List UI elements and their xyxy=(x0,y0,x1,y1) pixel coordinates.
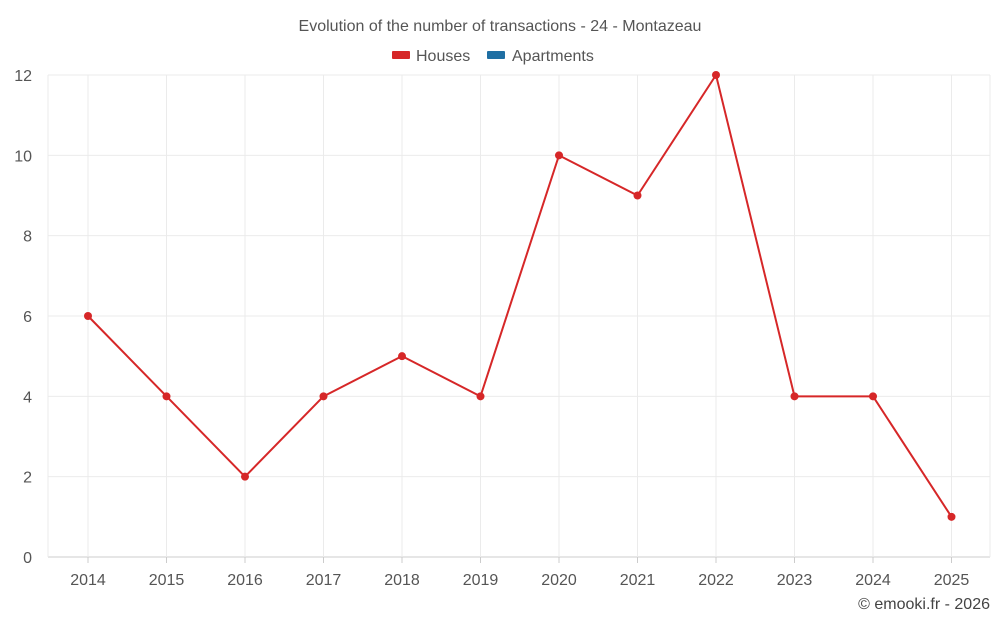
data-point-houses-2023[interactable] xyxy=(790,392,799,401)
x-tick-label: 2020 xyxy=(541,572,577,589)
x-tick-label: 2021 xyxy=(620,572,656,589)
x-tick-label: 2019 xyxy=(463,572,499,589)
chart-title: Evolution of the number of transactions … xyxy=(299,18,702,35)
x-tick-label: 2024 xyxy=(855,572,891,589)
data-point-houses-2021[interactable] xyxy=(633,191,642,200)
y-tick-label: 0 xyxy=(23,550,32,567)
x-tick-label: 2018 xyxy=(384,572,420,589)
legend-swatch-apartments xyxy=(487,51,505,59)
data-point-houses-2025[interactable] xyxy=(947,512,956,521)
x-tick-label: 2015 xyxy=(149,572,185,589)
data-point-houses-2015[interactable] xyxy=(162,392,171,401)
x-tick-label: 2016 xyxy=(227,572,263,589)
legend: Houses Apartments xyxy=(392,48,594,65)
x-tick-label: 2023 xyxy=(777,572,813,589)
data-point-houses-2024[interactable] xyxy=(869,392,877,401)
grid xyxy=(47,74,991,558)
legend-item-apartments[interactable]: Apartments xyxy=(487,48,594,65)
legend-item-houses[interactable]: Houses xyxy=(392,48,470,65)
y-tick-label: 12 xyxy=(14,68,32,85)
data-point-houses-2016[interactable] xyxy=(241,472,249,481)
x-axis: 2014 2015 2016 2017 2018 2019 2020 2021 2022 2023… xyxy=(70,557,969,589)
data-point-houses-2022[interactable] xyxy=(712,71,720,79)
data-point-houses-2014[interactable] xyxy=(84,312,92,320)
x-tick-label: 2017 xyxy=(306,572,342,589)
y-tick-label: 8 xyxy=(23,229,32,246)
y-tick-label: 2 xyxy=(23,470,32,487)
credit-text: © emooki.fr - 2026 xyxy=(858,596,990,613)
y-tick-label: 10 xyxy=(14,148,32,165)
x-tick-label: 2014 xyxy=(70,572,106,589)
data-point-houses-2019[interactable] xyxy=(476,392,485,401)
series-line-houses xyxy=(87,74,953,518)
plot-area xyxy=(84,71,956,521)
data-point-houses-2017[interactable] xyxy=(319,392,328,401)
x-tick-label: 2025 xyxy=(934,572,970,589)
legend-label-houses: Houses xyxy=(416,48,470,65)
data-point-houses-2020[interactable] xyxy=(555,151,563,160)
legend-label-apartments: Apartments xyxy=(512,48,594,65)
legend-swatch-houses xyxy=(392,51,410,59)
data-point-houses-2018[interactable] xyxy=(398,352,406,361)
y-tick-label: 4 xyxy=(23,389,32,406)
y-axis: 0 2 4 6 8 10 12 xyxy=(14,68,32,567)
x-tick-label: 2022 xyxy=(698,572,734,589)
y-tick-label: 6 xyxy=(23,309,32,326)
